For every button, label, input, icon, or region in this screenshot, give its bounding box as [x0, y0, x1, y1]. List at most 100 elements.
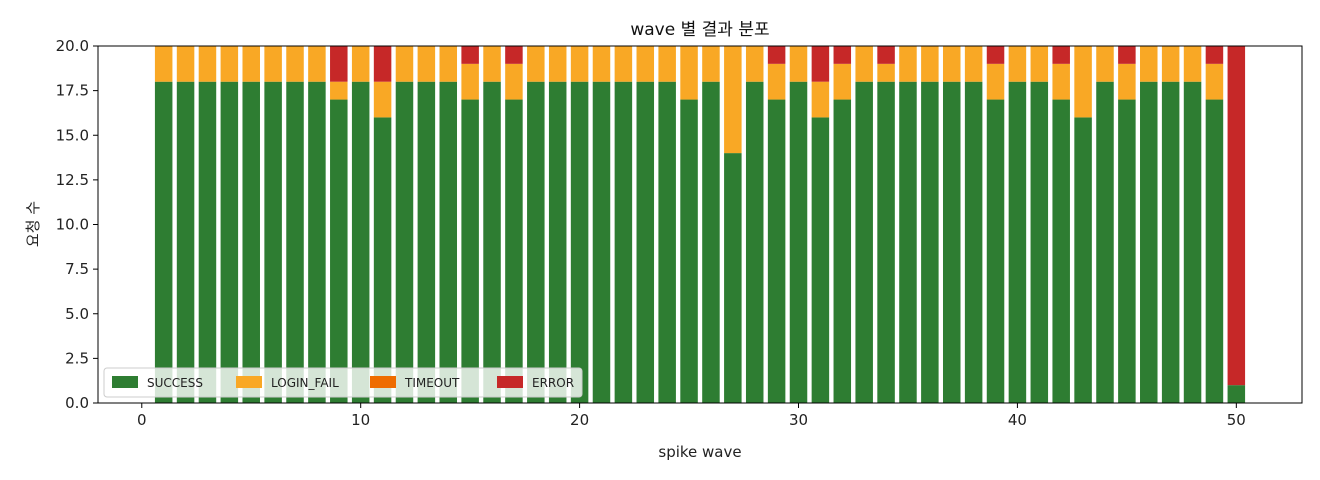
- bar-success-wave-45: [1118, 99, 1136, 404]
- bar-success-wave-49: [1205, 99, 1224, 404]
- bar-login-fail-wave-14: [439, 46, 458, 82]
- bar-login-fail-wave-21: [592, 46, 611, 82]
- bar-login-fail-wave-8: [308, 46, 326, 82]
- bar-login-fail-wave-9: [330, 81, 348, 100]
- bar-success-wave-32: [833, 99, 852, 404]
- bar-success-wave-13: [417, 81, 436, 403]
- bar-success-wave-37: [942, 81, 961, 403]
- bar-success-wave-22: [614, 81, 633, 403]
- bar-success-wave-33: [855, 81, 873, 403]
- x-tick-label: 0: [137, 411, 147, 429]
- y-tick-label: 17.5: [56, 82, 89, 100]
- bar-success-wave-38: [964, 81, 983, 403]
- bar-login-fail-wave-4: [220, 46, 239, 82]
- bar-success-wave-4: [220, 81, 239, 403]
- bar-error-wave-9: [330, 46, 348, 82]
- bar-success-wave-36: [921, 81, 939, 403]
- bar-login-fail-wave-5: [242, 46, 260, 82]
- bar-success-wave-28: [745, 81, 764, 403]
- legend-box: [103, 367, 583, 398]
- bar-success-wave-42: [1052, 99, 1070, 404]
- bar-success-wave-15: [461, 99, 479, 404]
- bar-error-wave-49: [1205, 46, 1224, 64]
- bar-login-fail-wave-28: [745, 46, 764, 82]
- bar-login-fail-wave-26: [702, 46, 720, 82]
- legend-swatch-login-fail: [236, 376, 262, 388]
- bar-success-wave-25: [680, 99, 698, 404]
- x-tick-label: 50: [1227, 411, 1246, 429]
- bar-success-wave-2: [176, 81, 195, 403]
- bar-login-fail-wave-41: [1030, 46, 1049, 82]
- y-tick-label: 2.5: [65, 349, 89, 367]
- bar-success-wave-19: [548, 81, 567, 403]
- bar-success-wave-11: [373, 117, 392, 404]
- y-axis: 0.0 2.5 5.0 7.5 10.0 12.5 15.0 17.5 20.0: [56, 37, 98, 412]
- legend-label-login-fail: LOGIN_FAIL: [271, 376, 339, 390]
- legend: SUCCESS LOGIN_FAIL TIMEOUT ERROR: [103, 367, 583, 398]
- bar-success-wave-26: [702, 81, 720, 403]
- bar-success-wave-3: [198, 81, 217, 403]
- bar-login-fail-wave-6: [264, 46, 282, 82]
- y-tick-label: 12.5: [56, 171, 89, 189]
- y-tick-label: 20.0: [56, 37, 89, 55]
- bar-success-wave-43: [1074, 117, 1092, 404]
- legend-swatch-timeout: [370, 376, 396, 388]
- bar-login-fail-wave-3: [198, 46, 217, 82]
- bar-login-fail-wave-30: [789, 46, 808, 82]
- bar-login-fail-wave-2: [176, 46, 195, 82]
- legend-swatch-success: [112, 376, 138, 388]
- bar-error-wave-15: [461, 46, 479, 64]
- bar-login-fail-wave-34: [877, 63, 895, 82]
- bar-success-wave-48: [1183, 81, 1202, 403]
- bar-login-fail-wave-25: [680, 46, 698, 100]
- bar-login-fail-wave-17: [505, 63, 523, 100]
- bar-login-fail-wave-35: [899, 46, 917, 82]
- bars-group: [154, 46, 1246, 404]
- bar-login-fail-wave-27: [724, 46, 742, 154]
- bar-login-fail-wave-29: [767, 63, 786, 100]
- bar-login-fail-wave-47: [1161, 46, 1180, 82]
- bar-login-fail-wave-23: [636, 46, 655, 82]
- bar-login-fail-wave-45: [1118, 63, 1136, 100]
- bar-success-wave-46: [1140, 81, 1158, 403]
- bar-login-fail-wave-37: [942, 46, 961, 82]
- bar-success-wave-5: [242, 81, 260, 403]
- bar-success-wave-10: [351, 81, 370, 403]
- bar-login-fail-wave-22: [614, 46, 633, 82]
- bar-login-fail-wave-44: [1096, 46, 1114, 82]
- chart-title: wave 별 결과 분포: [630, 20, 769, 40]
- bar-success-wave-29: [767, 99, 786, 404]
- bar-login-fail-wave-46: [1140, 46, 1158, 82]
- bar-success-wave-35: [899, 81, 917, 403]
- bar-success-wave-34: [877, 81, 895, 403]
- bar-success-wave-20: [570, 81, 589, 403]
- x-tick-label: 20: [570, 411, 589, 429]
- bar-error-wave-31: [811, 46, 830, 82]
- bar-success-wave-14: [439, 81, 458, 403]
- bar-login-fail-wave-19: [548, 46, 567, 82]
- x-tick-label: 40: [1008, 411, 1027, 429]
- x-axis-label: spike wave: [658, 443, 741, 461]
- y-axis-label: 요청 수: [24, 201, 42, 247]
- bar-error-wave-17: [505, 46, 523, 64]
- x-tick-label: 30: [789, 411, 808, 429]
- bar-success-wave-18: [527, 81, 545, 403]
- bar-login-fail-wave-33: [855, 46, 873, 82]
- bar-login-fail-wave-40: [1008, 46, 1027, 82]
- legend-label-success: SUCCESS: [147, 376, 203, 390]
- bar-login-fail-wave-49: [1205, 63, 1224, 100]
- bar-success-wave-7: [286, 81, 304, 403]
- legend-label-error: ERROR: [532, 376, 574, 390]
- bar-success-wave-40: [1008, 81, 1027, 403]
- y-tick-label: 0.0: [65, 394, 89, 412]
- bar-success-wave-44: [1096, 81, 1114, 403]
- bar-login-fail-wave-16: [483, 46, 501, 82]
- bar-error-wave-34: [877, 46, 895, 64]
- bar-login-fail-wave-42: [1052, 63, 1070, 100]
- bar-success-wave-23: [636, 81, 655, 403]
- bar-error-wave-42: [1052, 46, 1070, 64]
- bar-success-wave-8: [308, 81, 326, 403]
- legend-swatch-error: [497, 376, 523, 388]
- bar-success-wave-27: [724, 153, 742, 403]
